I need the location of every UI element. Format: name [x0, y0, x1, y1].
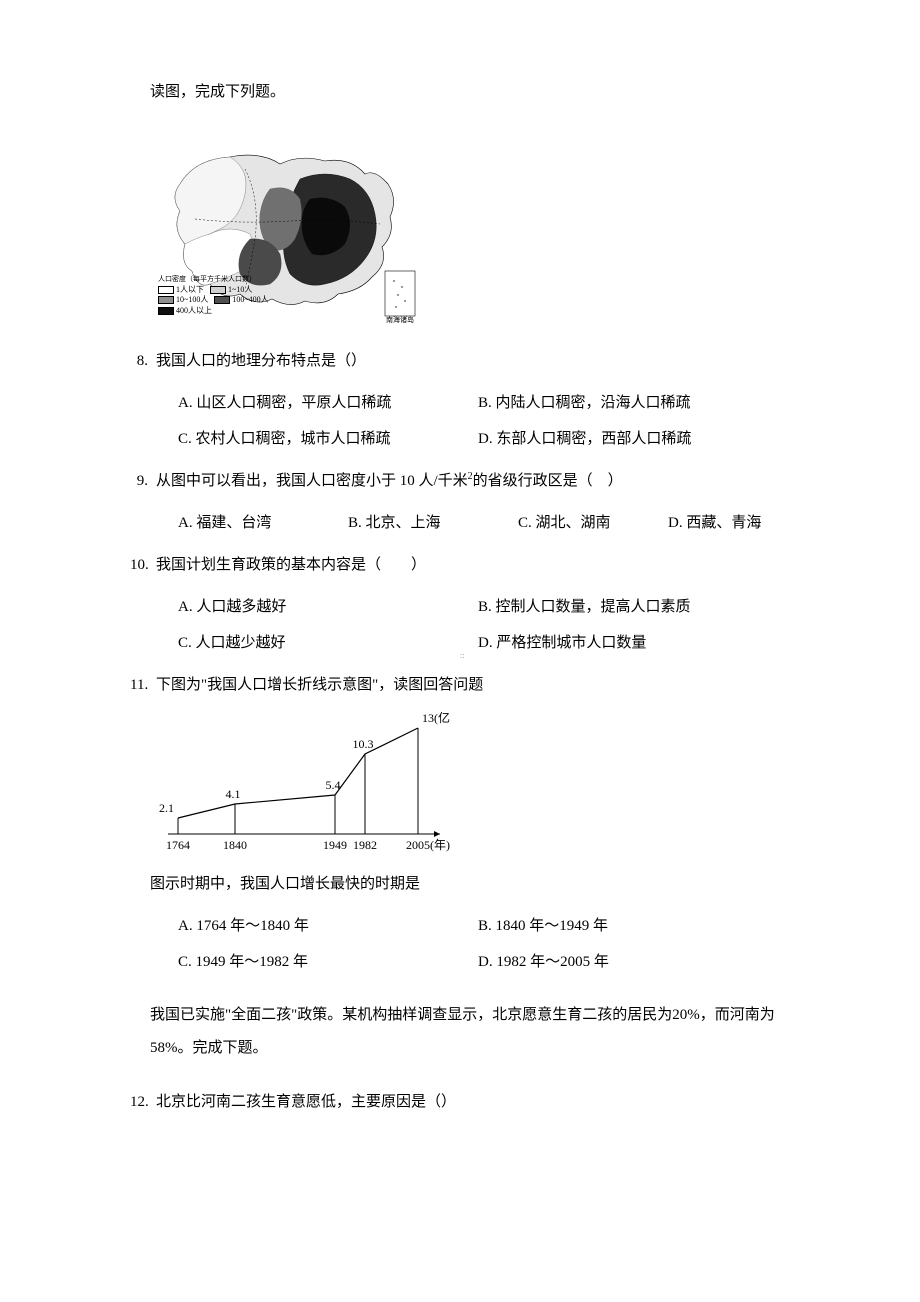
question-stem: 从图中可以看出，我国人口密度小于 10 人/千米2的省级行政区是（ ） — [156, 469, 790, 493]
svg-text:1764: 1764 — [166, 838, 190, 852]
svg-text:2005(年): 2005(年) — [406, 838, 450, 852]
option-a: A. 福建、台湾 — [178, 511, 348, 535]
q11-sub: 图示时期中，我国人口增长最快的时期是 — [150, 872, 790, 896]
option-c: C. 人口越少越好 — [178, 631, 478, 655]
q9-options: A. 福建、台湾 B. 北京、上海 C. 湖北、湖南 D. 西藏、青海 — [178, 511, 790, 535]
option-b: B. 1840 年～1949 年 — [478, 914, 790, 938]
option-d: D. 东部人口稠密，西部人口稀疏 — [478, 427, 790, 451]
q10-options: A. 人口越多越好 B. 控制人口数量，提高人口素质 C. 人口越少越好 D. … — [178, 595, 790, 655]
option-a: A. 山区人口稠密，平原人口稀疏 — [178, 391, 478, 415]
svg-text:1949: 1949 — [323, 838, 347, 852]
option-d: D. 1982 年～2005 年 — [478, 950, 790, 974]
question-9: 9. 从图中可以看出，我国人口密度小于 10 人/千米2的省级行政区是（ ） — [130, 469, 790, 493]
population-growth-chart: 1764 2.1 1840 4.1 1949 5.4 1982 10.3 2005(年) 13(亿… — [150, 712, 450, 862]
question-stem: 我国计划生育政策的基本内容是（ ） — [156, 553, 790, 577]
question-number: 9. — [130, 469, 148, 493]
option-b: B. 内陆人口稠密，沿海人口稀疏 — [478, 391, 790, 415]
option-d: D. 严格控制城市人口数量 — [478, 631, 790, 655]
question-number: 8. — [130, 349, 148, 373]
map-legend: 人口密度（每平方千米人口数） 1人以下 1~10人 10~100人 100~40… — [158, 275, 269, 316]
intro-text: 读图，完成下列题。 — [150, 80, 790, 104]
question-number: 12. — [130, 1090, 148, 1114]
question-number: 11. — [130, 673, 148, 697]
option-c: C. 1949 年～1982 年 — [178, 950, 478, 974]
option-b: B. 控制人口数量，提高人口素质 — [478, 595, 790, 619]
svg-text:1840: 1840 — [223, 838, 247, 852]
svg-text:5.4: 5.4 — [326, 778, 341, 792]
question-8: 8. 我国人口的地理分布特点是（） — [130, 349, 790, 373]
svg-text:1982: 1982 — [353, 838, 377, 852]
passage-2: 我国已实施"全面二孩"政策。某机构抽样调查显示，北京愿意生育二孩的居民为20%，… — [150, 999, 790, 1065]
option-a: A. 人口越多越好 — [178, 595, 478, 619]
option-c: C. 农村人口稠密，城市人口稀疏 — [178, 427, 478, 451]
question-11: 11. 下图为"我国人口增长折线示意图"，读图回答问题 — [130, 673, 790, 697]
question-10: 10. 我国计划生育政策的基本内容是（ ） — [130, 553, 790, 577]
q11-options: A. 1764 年～1840 年 B. 1840 年～1949 年 C. 194… — [178, 914, 790, 974]
question-12: 12. 北京比河南二孩生育意愿低，主要原因是（） — [130, 1090, 790, 1114]
svg-text:13(亿人): 13(亿人) — [422, 712, 450, 725]
option-d: D. 西藏、青海 — [668, 511, 790, 535]
question-stem: 北京比河南二孩生育意愿低，主要原因是（） — [156, 1090, 790, 1114]
question-number: 10. — [130, 553, 148, 577]
option-c: C. 湖北、湖南 — [518, 511, 668, 535]
svg-text:2.1: 2.1 — [159, 801, 174, 815]
inset-label: 南海诸岛 — [386, 315, 414, 324]
china-population-map: 南海诸岛 人口密度（每平方千米人口数） 1人以下 1~10人 10~100人 1… — [150, 129, 420, 324]
option-a: A. 1764 年～1840 年 — [178, 914, 478, 938]
question-stem: 下图为"我国人口增长折线示意图"，读图回答问题 — [156, 673, 790, 697]
legend-title: 人口密度（每平方千米人口数） — [158, 275, 269, 284]
option-b: B. 北京、上海 — [348, 511, 518, 535]
question-stem: 我国人口的地理分布特点是（） — [156, 349, 790, 373]
svg-text:4.1: 4.1 — [226, 787, 241, 801]
center-marker: :: — [460, 650, 463, 653]
q8-options: A. 山区人口稠密，平原人口稀疏 B. 内陆人口稠密，沿海人口稀疏 C. 农村人… — [178, 391, 790, 451]
svg-text:10.3: 10.3 — [353, 737, 374, 751]
